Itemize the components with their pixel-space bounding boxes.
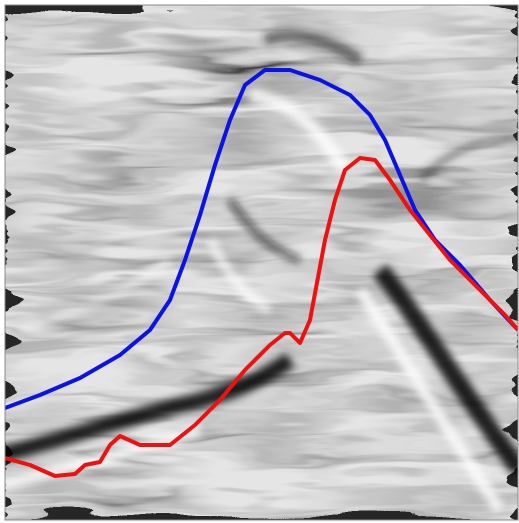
seismic-view [0,0,519,523]
image-texture [5,5,518,520]
seismic-image [0,5,519,520]
page: (() => { const data = JSON.parse(documen… [0,0,519,523]
